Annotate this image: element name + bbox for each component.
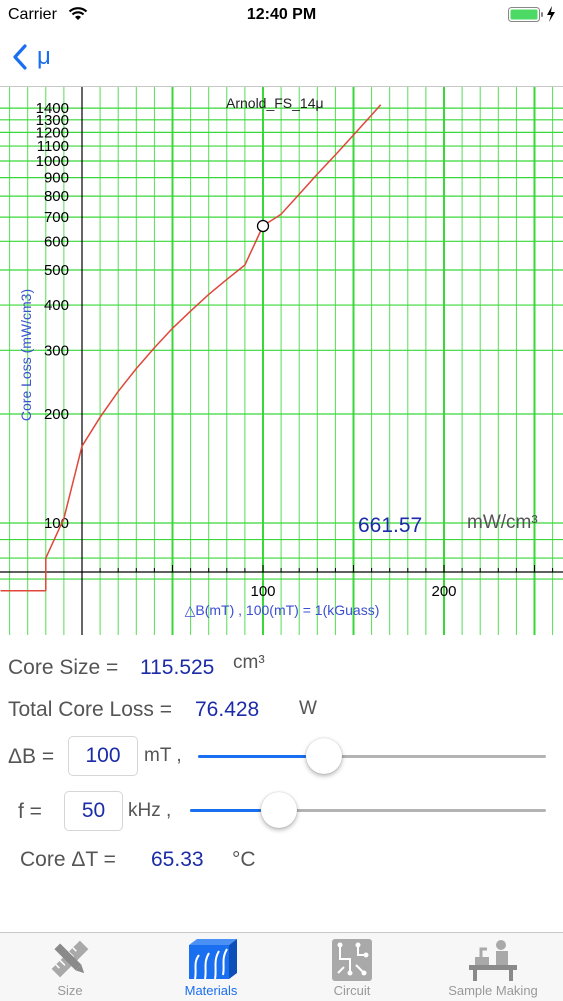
y-tick-label: 800 xyxy=(44,188,69,205)
carrier-label: Carrier xyxy=(8,6,57,23)
tab-materials-label: Materials xyxy=(184,983,238,998)
materials-icon xyxy=(189,939,237,980)
tab-sample-making-label: Sample Making xyxy=(448,983,538,998)
status-bar: Carrier 12:40 PM xyxy=(0,0,563,30)
frequency-input[interactable]: 50 xyxy=(64,791,123,831)
total-core-loss-label: Total Core Loss = xyxy=(8,698,173,721)
back-button[interactable]: μ xyxy=(12,38,51,76)
core-size-unit: cm³ xyxy=(233,652,265,673)
frequency-slider-track xyxy=(190,809,546,812)
core-loss-readout-value: 661.57 xyxy=(358,514,423,537)
charging-bolt-icon xyxy=(547,6,555,22)
tab-materials[interactable]: Materials xyxy=(141,933,281,1001)
tab-bar: Size Materials Circuit xyxy=(0,932,563,1001)
y-tick-label: 1100 xyxy=(37,138,69,155)
y-tick-label: 1200 xyxy=(36,124,69,141)
frequency-label: f = xyxy=(18,800,42,823)
y-tick-label: 200 xyxy=(44,406,69,423)
x-axis-label: △B(mT) , 100(mT) = 1(kGuass) xyxy=(185,602,380,618)
delta-b-slider[interactable] xyxy=(198,737,546,775)
y-tick-label: 300 xyxy=(44,342,69,359)
x-tick-label: 100 xyxy=(250,583,275,600)
frequency-slider-thumb[interactable] xyxy=(261,792,297,828)
nav-divider xyxy=(0,86,563,87)
ruler-pencil-icon xyxy=(51,940,89,978)
core-delta-t-value: 65.33 xyxy=(151,848,204,871)
tab-sample-making[interactable]: Sample Making xyxy=(423,933,563,1001)
core-delta-t-label: Core ΔT = xyxy=(20,848,116,871)
series-line xyxy=(45,104,382,591)
y-tick-label: 500 xyxy=(44,262,69,279)
back-label: μ xyxy=(37,43,51,70)
status-time: 12:40 PM xyxy=(246,6,317,23)
y-tick-label: 1400 xyxy=(36,100,69,117)
chart-axes xyxy=(0,87,563,635)
tab-size[interactable]: Size xyxy=(0,933,140,1001)
delta-b-label: ΔB = xyxy=(8,745,55,768)
x-tick-label: 200 xyxy=(431,583,456,600)
total-core-loss-value: 76.428 xyxy=(195,698,260,721)
y-axis-label: Core Loss (mW/cm3) xyxy=(18,289,34,421)
tab-circuit[interactable]: Circuit xyxy=(282,933,422,1001)
core-delta-t-unit: °C xyxy=(232,848,256,871)
core-size-label: Core Size = xyxy=(8,656,119,679)
core-loss-readout-unit: mW/cm³ xyxy=(467,512,538,533)
workbench-icon xyxy=(469,940,517,981)
delta-b-input[interactable]: 100 xyxy=(68,736,138,776)
delta-b-unit: mT , xyxy=(144,745,182,766)
chart-series xyxy=(0,104,382,592)
chart-title: Arnold_FS_14μ xyxy=(226,95,324,111)
chart-ticks: 1002003004005006007008009001000110012001… xyxy=(36,100,457,600)
y-tick-label: 1000 xyxy=(36,153,69,170)
chevron-left-icon xyxy=(13,44,27,70)
circuit-board-icon xyxy=(332,939,372,981)
y-tick-label: 700 xyxy=(44,209,69,226)
delta-b-slider-thumb[interactable] xyxy=(306,738,342,774)
wifi-icon xyxy=(68,7,88,20)
tab-circuit-label: Circuit xyxy=(333,983,371,998)
battery-icon xyxy=(508,7,543,22)
frequency-slider-fill xyxy=(190,809,261,812)
core-size-value: 115.525 xyxy=(140,656,215,679)
delta-b-slider-track xyxy=(198,755,546,758)
y-tick-label: 1300 xyxy=(36,112,69,129)
operating-point-marker xyxy=(256,219,270,233)
total-core-loss-unit: W xyxy=(299,698,317,719)
y-tick-label: 100 xyxy=(44,515,69,532)
y-tick-label: 900 xyxy=(44,170,69,187)
y-tick-label: 600 xyxy=(44,233,69,250)
y-tick-label: 400 xyxy=(44,297,69,314)
frequency-slider[interactable] xyxy=(190,791,546,829)
tab-size-label: Size xyxy=(57,983,83,998)
delta-b-slider-fill xyxy=(198,755,306,758)
core-loss-chart[interactable]: 1002003004005006007008009001000110012001… xyxy=(0,87,563,635)
chart-grid xyxy=(0,87,563,635)
frequency-unit: kHz , xyxy=(128,800,172,821)
